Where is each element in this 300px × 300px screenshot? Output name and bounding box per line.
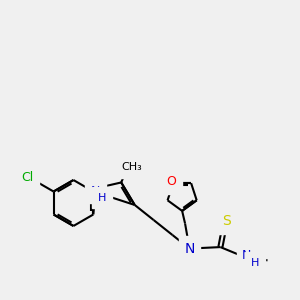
Text: CH₃: CH₃	[122, 162, 142, 172]
Text: N: N	[184, 242, 195, 256]
Text: N: N	[91, 185, 100, 198]
Text: N: N	[242, 249, 252, 262]
Text: Cl: Cl	[21, 171, 34, 184]
Text: S: S	[222, 214, 231, 228]
Text: O: O	[167, 175, 177, 188]
Text: H: H	[98, 193, 106, 203]
Text: H: H	[251, 258, 259, 268]
